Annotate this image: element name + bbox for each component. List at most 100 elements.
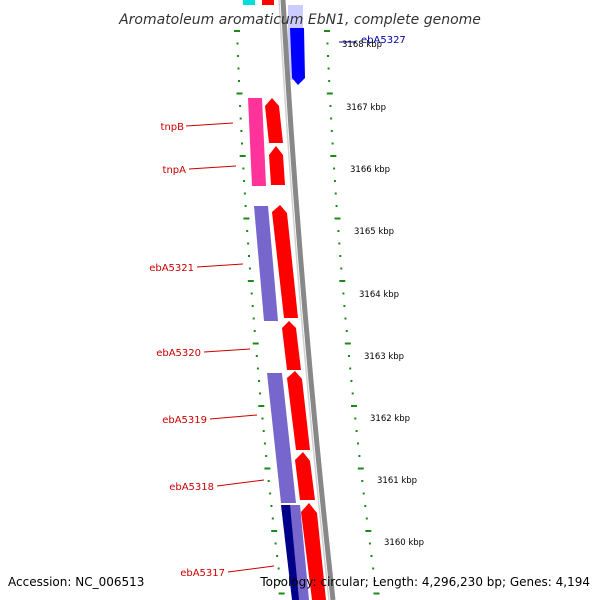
track-dot [269, 492, 272, 495]
track-dot [362, 492, 365, 495]
track-dot [250, 292, 253, 295]
track-dot [326, 42, 329, 45]
track-dot [334, 217, 341, 220]
track-dot [247, 242, 250, 245]
track-dot [344, 342, 351, 345]
track-dot [373, 592, 380, 595]
track-dot [252, 317, 255, 320]
track-dot [344, 317, 347, 320]
track-dot [340, 267, 343, 270]
track-dot [345, 330, 348, 332]
tick-label: 3163 kbp [364, 352, 404, 362]
gene-label[interactable]: tnpA [163, 165, 187, 176]
gene-label[interactable]: ebA5317 [180, 568, 225, 579]
tick-label: 3168 kbp [342, 40, 382, 50]
track-dot [358, 455, 361, 457]
tick-label: 3164 kbp [359, 290, 399, 300]
track-dot [343, 305, 346, 307]
track-dot [262, 430, 265, 432]
topology-text: Topology: circular; Length: 4,296,230 bp… [259, 575, 590, 589]
track-dot [236, 55, 239, 57]
track-dot [333, 180, 336, 182]
gene-label[interactable]: ebA5318 [169, 482, 214, 493]
track-dot [324, 30, 330, 32]
track-dot [274, 542, 277, 545]
tick-label: 3165 kbp [354, 227, 394, 237]
track-dot [253, 330, 256, 332]
gene-ebA5320-arrow [282, 321, 301, 370]
track-dot [251, 305, 254, 307]
gene-label[interactable]: tnpB [161, 122, 185, 133]
track-dot [261, 417, 264, 420]
track-dot [240, 130, 243, 132]
track-dot [271, 530, 278, 532]
track-dot [330, 155, 337, 157]
track-dot [267, 480, 270, 482]
genome-backbone-highlight [278, 0, 330, 600]
gene-label[interactable]: ebA5327 [361, 35, 406, 46]
track-dot [333, 167, 336, 170]
track-dot [326, 92, 333, 95]
genome-backbone [280, 0, 336, 600]
track-dot [256, 367, 259, 370]
track-dot [277, 567, 280, 570]
track-dot [247, 280, 254, 282]
track-dot [243, 180, 246, 182]
track-dot [239, 155, 246, 157]
gene-label-leaders [185, 41, 356, 573]
outer-dotted-track [324, 30, 380, 595]
feature-ebA5321-bar [254, 206, 278, 321]
track-dot [331, 142, 334, 145]
track-dot [270, 505, 273, 507]
tick-label: 3162 kbp [370, 414, 410, 424]
track-dot [263, 442, 266, 445]
gene-label[interactable]: ebA5319 [162, 415, 207, 426]
track-dot [365, 517, 368, 520]
track-dot [357, 442, 359, 445]
feature-ebA5319-bar [267, 373, 296, 503]
track-dot [354, 417, 357, 420]
tick-label: 3161 kbp [377, 476, 417, 486]
gene-ebA5321-arrow [272, 205, 298, 318]
gene-tnpB-arrow [265, 98, 283, 143]
track-dot [239, 117, 242, 120]
track-dot [246, 230, 249, 232]
gene-label[interactable]: ebA5321 [149, 263, 194, 274]
track-dot [339, 280, 346, 282]
track-dot [370, 555, 373, 557]
top-partial-features [243, 0, 274, 5]
gene-ebA5327-arrow [290, 28, 305, 85]
gene-ebA5318-arrow [295, 452, 315, 500]
tick-label: 3167 kbp [346, 103, 386, 113]
gene-label[interactable]: ebA5320 [156, 348, 201, 359]
track-dot [350, 380, 353, 382]
track-dot [258, 405, 265, 407]
track-dot [243, 217, 250, 220]
track-dot [327, 67, 330, 70]
track-dot [348, 355, 350, 357]
track-dot [364, 505, 367, 507]
gene-ebA5319-arrow [287, 371, 310, 450]
track-dot [237, 67, 240, 70]
scale-ticks: 3168 kbp 3167 kbp 3166 kbp 3165 kbp 3164… [342, 40, 424, 548]
track-dot [334, 192, 337, 195]
track-dot [248, 267, 251, 270]
track-dot [239, 105, 242, 107]
track-dot [349, 367, 352, 370]
track-dot [259, 392, 262, 395]
gene-ebA5317-arrow [301, 503, 326, 600]
map-title: Aromatoleum aromaticum EbN1, complete ge… [118, 12, 481, 28]
track-dot [276, 555, 279, 557]
track-dot [264, 467, 271, 470]
track-dot [339, 255, 342, 257]
tick-label: 3166 kbp [350, 165, 390, 175]
track-dot [327, 55, 329, 57]
red-top-feature [262, 0, 274, 5]
track-dot [243, 192, 246, 195]
track-dot [244, 205, 247, 207]
track-dot [255, 355, 258, 357]
track-dot [271, 517, 274, 520]
accession-text: Accession: NC_006513 [8, 575, 144, 589]
track-dot [337, 230, 340, 232]
track-dot [242, 167, 245, 170]
